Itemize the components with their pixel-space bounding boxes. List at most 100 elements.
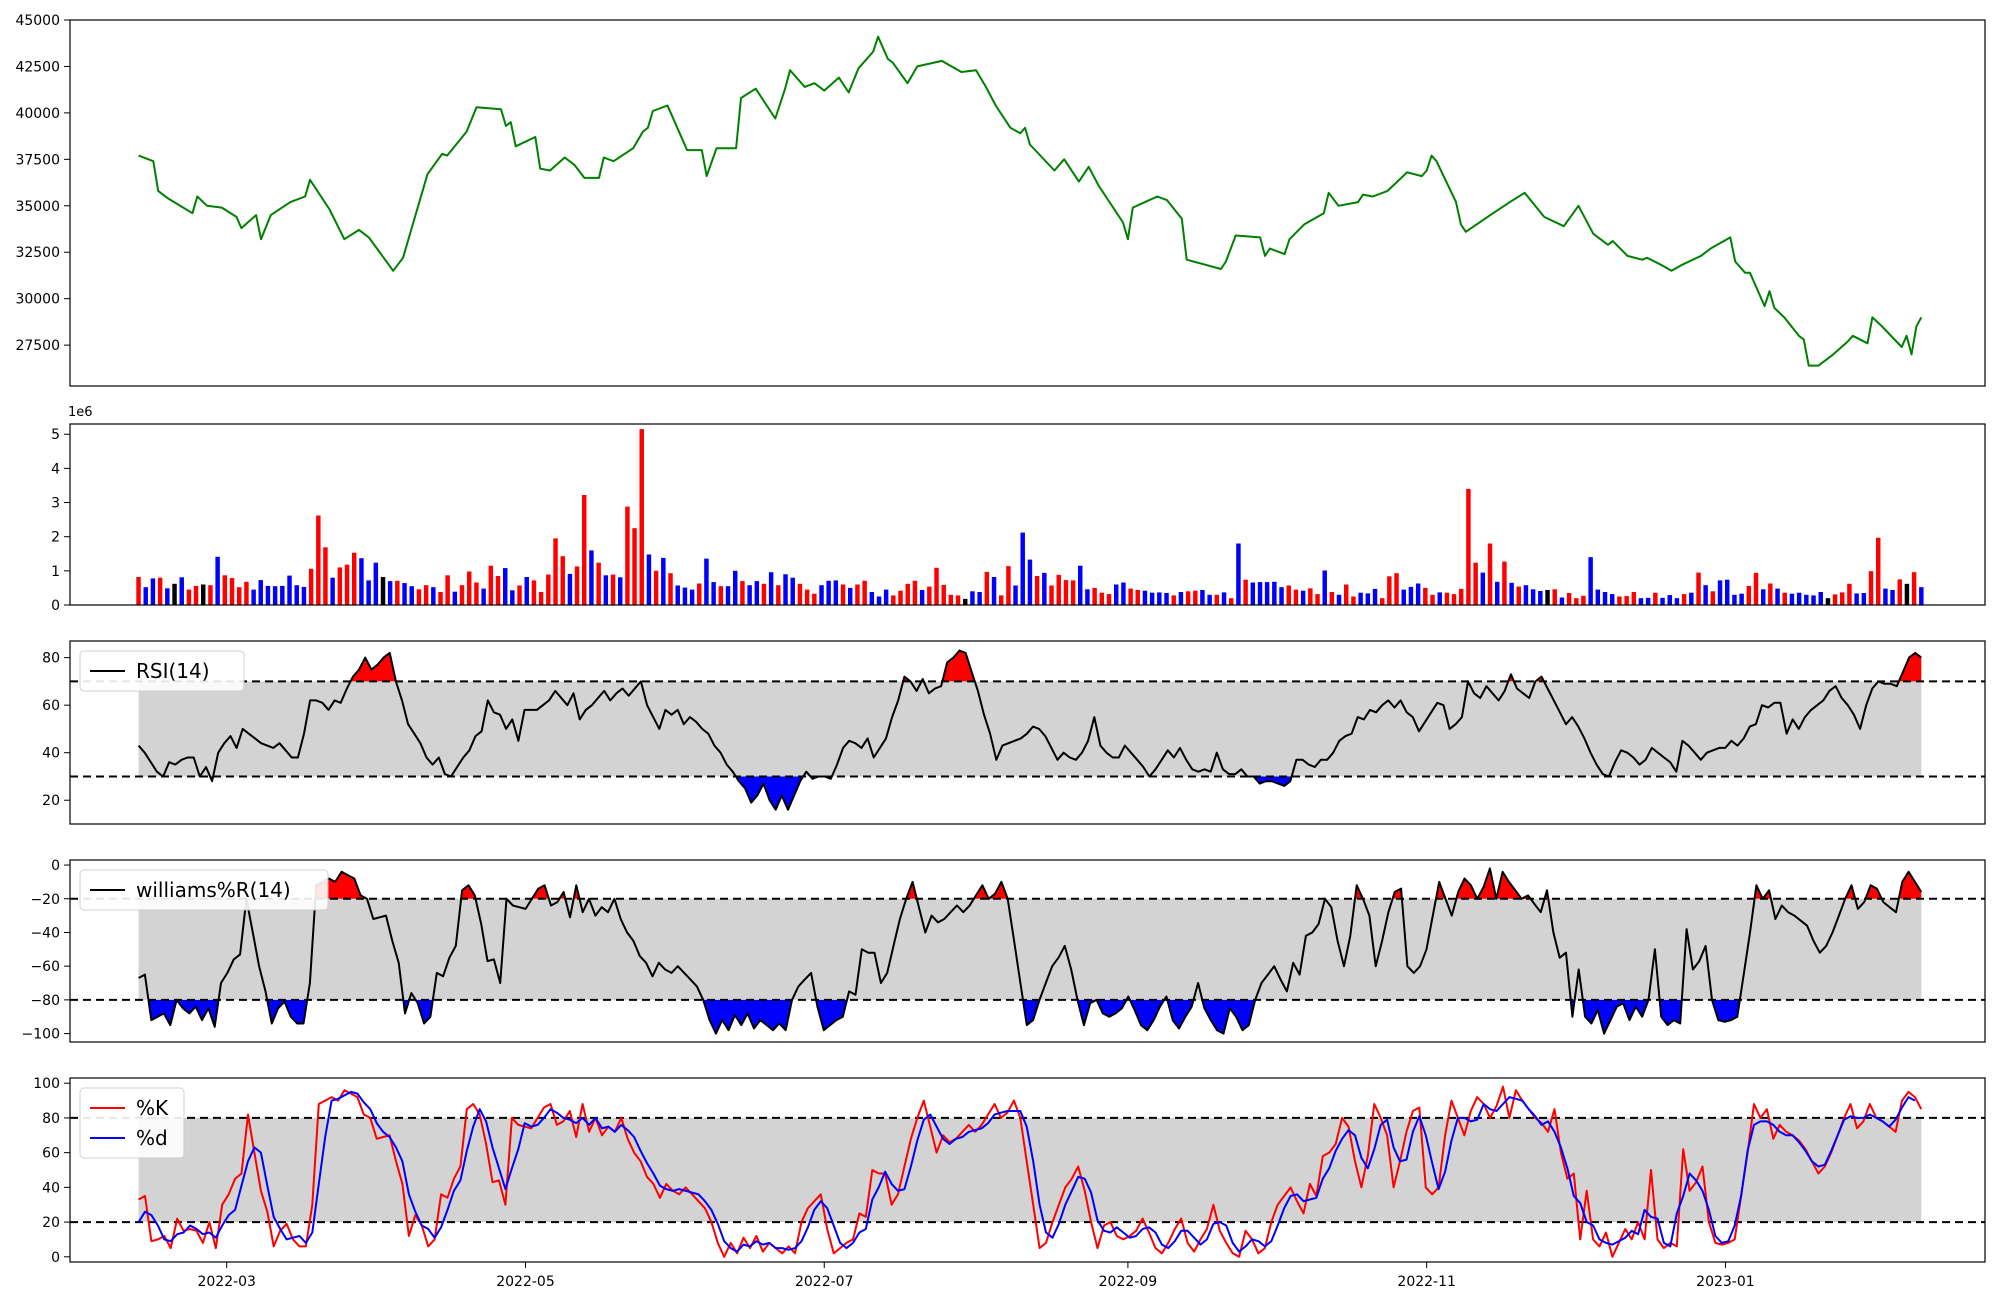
volume-bar (1027, 559, 1033, 605)
volume-bar (1200, 590, 1205, 605)
volume-bar (797, 583, 803, 605)
volume-bar (668, 573, 673, 605)
volume-bar (1092, 587, 1097, 605)
volume-bar (1351, 596, 1356, 605)
oversold-fill (148, 999, 177, 1026)
overbought-fill (531, 885, 549, 899)
volume-bar (1725, 579, 1730, 605)
volume-bar (1042, 572, 1047, 605)
volume-bar (359, 558, 364, 605)
volume-bar (143, 587, 148, 605)
volume-bar (1135, 590, 1140, 605)
oversold-fill (1129, 999, 1165, 1031)
volume-bar (1689, 592, 1694, 605)
overbought-fill (1496, 871, 1522, 899)
volume-bar (639, 429, 644, 605)
y-tick-label: 60 (42, 1146, 60, 1162)
volume-bar (1919, 587, 1924, 605)
volume-bar (725, 586, 731, 605)
volume-bar (1178, 592, 1184, 605)
x-tick-label: 2022-11 (1397, 1274, 1456, 1290)
volume-bar (1624, 596, 1629, 605)
oversold-fill (176, 999, 219, 1027)
volume-bar (352, 552, 357, 605)
volume-bar (474, 582, 479, 605)
volume-bar (1638, 598, 1644, 605)
volume-bar (1911, 572, 1917, 605)
volume-bar (704, 558, 709, 605)
volume-bar (768, 572, 774, 605)
y-tick-label: 5 (51, 427, 60, 443)
volume-bar (646, 554, 652, 605)
volume-bar (747, 585, 752, 605)
volume-bar (869, 592, 875, 605)
volume-bar (1847, 583, 1852, 605)
volume-bar (201, 584, 206, 605)
volume-bar (1897, 579, 1902, 605)
overbought-fill (1898, 652, 1922, 682)
legend-label: williams%R(14) (136, 878, 291, 902)
volume-bar (1006, 566, 1011, 605)
volume-bar (1617, 596, 1622, 605)
overbought-fill (350, 652, 396, 682)
plot-frame (69, 423, 1986, 606)
volume-bar (1415, 583, 1421, 605)
volume-bar (1782, 592, 1787, 605)
volume-bar (711, 582, 716, 605)
volume-bar (618, 577, 623, 605)
volume-bar (898, 590, 903, 605)
y-tick-label: −80 (30, 993, 60, 1009)
volume-bar (1236, 543, 1241, 605)
volume-bar (891, 595, 896, 605)
volume-bar (495, 576, 501, 605)
overbought-fill (1392, 888, 1402, 899)
volume-bar (165, 588, 170, 605)
volume-bar (610, 574, 616, 605)
volume-bar (1193, 590, 1198, 605)
volume-bar (1114, 584, 1119, 605)
volume-bar (1610, 594, 1615, 605)
volume-bar (1825, 598, 1831, 605)
y-tick-label: 45000 (15, 13, 60, 29)
y-tick-label: 27500 (15, 338, 60, 354)
volume-bar (1365, 593, 1371, 605)
volume-bar (927, 586, 932, 605)
oversold-fill (735, 776, 804, 810)
volume-bar (1574, 598, 1579, 605)
volume-bar (517, 585, 522, 605)
plot-frame (69, 19, 1986, 387)
legend-box (79, 650, 245, 692)
volume-bar (560, 556, 565, 605)
volume-bar (1308, 588, 1313, 605)
volume-bar (1221, 592, 1227, 605)
volume-bar (862, 580, 867, 605)
volume-bar (1070, 580, 1076, 605)
volume-bar (1811, 595, 1816, 605)
y-tick-label: 30000 (15, 292, 60, 308)
oversold-fill (703, 999, 792, 1034)
volume-bar (977, 592, 982, 605)
series-line-0 (137, 649, 1922, 811)
volume-bar (740, 581, 745, 605)
volume-bar (1300, 590, 1306, 605)
volume-bar (1401, 589, 1406, 605)
volume-bar (1710, 591, 1716, 605)
volume-bar (1487, 543, 1493, 605)
y-tick-label: −20 (30, 892, 60, 908)
volume-bar (1530, 589, 1536, 605)
volume-bar (970, 591, 975, 605)
volume-bar (567, 573, 573, 605)
volume-bar (1602, 592, 1608, 605)
volume-bar (1451, 594, 1457, 605)
oversold-fill (1023, 999, 1040, 1026)
volume-bar (1243, 579, 1248, 605)
volume-bar (1322, 570, 1327, 605)
volume-bar (661, 557, 666, 605)
rsi-panel: 20 40 60 80 RSI(14) (42, 640, 1986, 825)
volume-bar (790, 577, 795, 605)
volume-bar (941, 584, 946, 605)
volume-bar (272, 586, 278, 605)
volume-bar (1861, 593, 1867, 605)
volume-bar (1466, 488, 1471, 605)
